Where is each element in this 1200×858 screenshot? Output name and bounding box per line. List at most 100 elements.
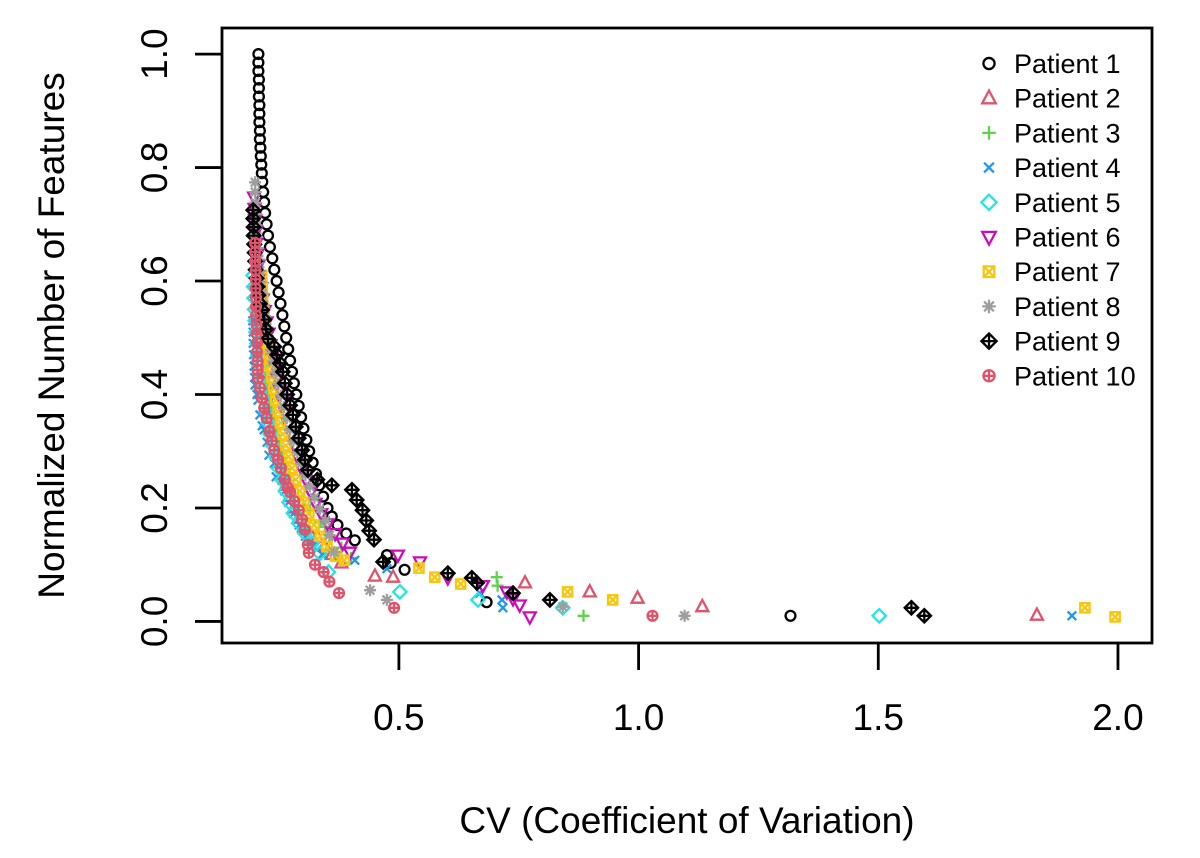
data-point [303, 480, 316, 493]
data-point [308, 558, 322, 571]
legend-label: Patient 4 [1014, 153, 1121, 183]
data-point [323, 529, 336, 542]
data-point [385, 568, 402, 583]
data-point [277, 428, 289, 441]
data-point [332, 587, 346, 600]
data-point [308, 491, 321, 504]
legend-item-patient-4: Patient 4 [983, 153, 1121, 183]
data-point [300, 433, 313, 446]
data-point [297, 422, 310, 435]
data-point [299, 461, 317, 479]
data-point [279, 439, 292, 452]
data-point [268, 444, 281, 457]
legend-item-patient-8: Patient 8 [982, 292, 1121, 322]
data-point [258, 402, 271, 415]
legend-marker-asterisk [982, 299, 996, 314]
data-point [286, 462, 298, 475]
data-point [1066, 610, 1078, 621]
data-point [561, 586, 574, 598]
x-tick-label: 1.5 [853, 697, 904, 738]
data-point [323, 476, 341, 494]
legend-item-patient-2: Patient 2 [980, 84, 1121, 114]
data-point [1079, 601, 1091, 614]
data-point [915, 607, 933, 625]
plot-border [220, 26, 1154, 645]
data-point [497, 602, 509, 613]
data-point [389, 549, 406, 565]
y-tick-label: 1.0 [134, 28, 175, 79]
legend-marker-open-circle [982, 56, 996, 71]
data-point [491, 579, 504, 592]
x-axis-title: CV (Coefficient of Variation) [459, 800, 914, 841]
data-point [468, 574, 486, 592]
data-point [556, 600, 569, 613]
legend-marker-diamond-plus [979, 331, 999, 351]
legend-item-patient-3: Patient 3 [982, 118, 1121, 148]
data-point [694, 597, 711, 613]
data-point [253, 381, 266, 394]
series-patient-5 [244, 267, 888, 625]
data-point [268, 263, 281, 276]
data-point [253, 107, 266, 120]
data-point [334, 537, 351, 553]
data-point [260, 412, 273, 425]
data-point [323, 575, 336, 588]
data-point [319, 514, 332, 527]
y-tick-label: 0.0 [134, 596, 175, 647]
data-point [293, 485, 306, 497]
data-point [253, 133, 266, 146]
series-patient-1 [252, 48, 797, 622]
data-point [253, 99, 266, 112]
data-point [340, 527, 353, 540]
data-point [253, 124, 266, 137]
data-point [263, 240, 276, 254]
data-point [263, 425, 276, 438]
legend-marker-plus [982, 126, 996, 140]
series-patient-10 [249, 236, 659, 622]
data-point [272, 286, 285, 299]
y-tick-label: 0.2 [134, 482, 175, 533]
data-point [255, 167, 268, 180]
data-point [255, 391, 268, 404]
data-point [678, 609, 691, 622]
data-point [302, 546, 315, 559]
data-point [365, 531, 383, 549]
legend-marker-open-triangle-down [980, 230, 998, 248]
data-point [1028, 606, 1045, 621]
data-point [391, 583, 409, 601]
data-point [366, 566, 383, 582]
data-point [261, 229, 275, 242]
legend-item-patient-5: Patient 5 [979, 188, 1121, 218]
data-point [282, 343, 295, 356]
data-point [398, 563, 411, 576]
legend-label: Patient 7 [1014, 257, 1121, 287]
data-point [870, 607, 888, 625]
data-point [581, 582, 598, 598]
data-point [309, 471, 326, 488]
data-point [469, 591, 487, 609]
data-point [338, 554, 351, 567]
legend-marker-square-cross [982, 265, 996, 279]
data-point [454, 578, 467, 590]
data-point [511, 599, 528, 615]
data-point [308, 519, 320, 531]
plot-layer: 0.5 1.0 1.5 2.0 0.0 0.2 0.4 0.6 0.8 1.0 Patient 1 P… [134, 26, 1154, 738]
data-point [606, 594, 619, 606]
data-point [388, 601, 401, 614]
data-point [252, 48, 265, 61]
data-point [254, 141, 267, 154]
data-point [290, 429, 308, 447]
legend-item-patient-6: Patient 6 [980, 223, 1121, 253]
legend-marker-open-triangle-up [980, 88, 998, 105]
data-point [252, 90, 265, 103]
data-point [629, 589, 646, 604]
data-point [784, 609, 797, 622]
data-point [270, 274, 283, 288]
legend-label: Patient 1 [1014, 49, 1121, 79]
data-point [348, 491, 366, 509]
data-point [517, 573, 533, 589]
data-point [253, 116, 266, 129]
data-point [903, 599, 920, 617]
data-point [439, 564, 457, 582]
legend-item-patient-1: Patient 1 [982, 49, 1121, 79]
